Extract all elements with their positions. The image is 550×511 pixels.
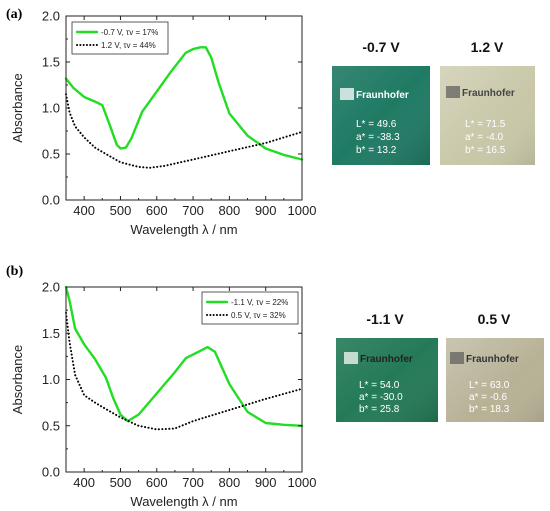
sample-photo-b1: Fraunhofer L* = 54.0 a* = -30.0 b* = 25.… <box>336 338 438 422</box>
legend-box <box>201 291 299 325</box>
x-tick-label: 1000 <box>288 475 317 490</box>
sample-l-value: L* = 71.5 <box>465 119 506 130</box>
panel-label-b: (b) <box>6 264 23 279</box>
sample-title-b2: 0.5 V <box>478 311 511 327</box>
x-tick-label: 400 <box>73 203 95 218</box>
sample-l-value: L* = 49.6 <box>356 119 397 130</box>
y-tick-label: 2.0 <box>42 9 60 24</box>
y-tick-label: 0.5 <box>42 418 60 433</box>
series-line-2 <box>65 311 303 431</box>
series-line-1 <box>64 46 304 161</box>
legend-label-1: -1.1 V, τv = 22% <box>231 298 288 307</box>
sample-l-value: L* = 54.0 <box>359 380 400 391</box>
sample-l-value: L* = 63.0 <box>469 380 510 391</box>
x-tick-label: 1000 <box>288 203 317 218</box>
sample-a-value: a* = -38.3 <box>356 132 400 143</box>
x-tick-label: 900 <box>255 203 277 218</box>
y-tick-label: 1.0 <box>42 372 60 387</box>
sample-a-value: a* = -0.6 <box>469 392 508 403</box>
x-axis-title: Wavelength λ / nm <box>130 222 237 237</box>
brand-logo-mark <box>340 88 354 100</box>
y-axis-title: Absorbance <box>10 345 25 414</box>
series-line-1 <box>64 285 304 427</box>
brand-logo-mark <box>450 352 464 364</box>
y-tick-label: 0.0 <box>42 465 60 480</box>
x-tick-label: 600 <box>146 203 168 218</box>
sample-glass-shine <box>332 66 430 165</box>
x-tick-label: 500 <box>110 475 132 490</box>
y-tick-label: 1.5 <box>42 326 60 341</box>
x-tick-label: 800 <box>219 475 241 490</box>
x-tick-label: 700 <box>182 203 204 218</box>
brand-logo-text: Fraunhofer <box>356 90 409 101</box>
sample-title-a2: 1.2 V <box>471 39 504 55</box>
sample-photo-a1: Fraunhofer L* = 49.6 a* = -38.3 b* = 13.… <box>332 66 430 165</box>
x-tick-label: 700 <box>182 475 204 490</box>
sample-b-value: b* = 18.3 <box>469 404 510 415</box>
x-tick-label: 400 <box>73 475 95 490</box>
legend-label-2: 1.2 V, τv = 44% <box>101 41 156 50</box>
x-tick-label: 900 <box>255 475 277 490</box>
sample-title-b1: -1.1 V <box>366 311 404 327</box>
panel-label-a: (a) <box>6 7 23 22</box>
x-tick-label: 600 <box>146 475 168 490</box>
sample-b-value: b* = 16.5 <box>465 145 506 156</box>
sample-title-a1: -0.7 V <box>362 39 400 55</box>
brand-logo-text: Fraunhofer <box>360 354 413 365</box>
brand-logo-text: Fraunhofer <box>462 88 515 99</box>
brand-logo-text: Fraunhofer <box>466 354 519 365</box>
chart-b: 400 500 600 700 800 900 1000 0.0 0.5 1.0 1.5 2.0 Wav… <box>10 280 316 510</box>
sample-photo-a2: Fraunhofer L* = 71.5 a* = -4.0 b* = 16.5 <box>440 66 535 165</box>
x-axis-title: Wavelength λ / nm <box>130 494 237 509</box>
sample-b-value: b* = 13.2 <box>356 145 397 156</box>
sample-b-value: b* = 25.8 <box>359 404 400 415</box>
sample-photo-b2: Fraunhofer L* = 63.0 a* = -0.6 b* = 18.3 <box>446 338 544 422</box>
brand-logo-mark <box>344 352 358 364</box>
x-tick-label: 500 <box>110 203 132 218</box>
y-axis-title: Absorbance <box>10 73 25 142</box>
chart-a: 400 500 600 700 800 900 1000 0.0 0.5 1.0 1.5 2.0 Wav… <box>10 9 316 238</box>
y-tick-label: 0.5 <box>42 147 60 162</box>
sample-photos: -0.7 V Fraunhofer L* = 49.6 a* = -38.3 b… <box>332 39 544 422</box>
sample-a-value: a* = -30.0 <box>359 392 403 403</box>
y-tick-label: 0.0 <box>42 193 60 208</box>
y-tick-label: 1.5 <box>42 55 60 70</box>
legend-label-1: -0.7 V, τv = 17% <box>101 28 158 37</box>
y-tick-label: 1.0 <box>42 101 60 116</box>
y-tick-label: 2.0 <box>42 280 60 295</box>
sample-a-value: a* = -4.0 <box>465 132 504 143</box>
series-line-2 <box>65 93 303 169</box>
legend-label-2: 0.5 V, τv = 32% <box>231 311 286 320</box>
x-tick-label: 800 <box>219 203 241 218</box>
sample-glass-shine <box>440 66 535 165</box>
legend-box <box>71 21 169 55</box>
brand-logo-mark <box>446 86 460 98</box>
